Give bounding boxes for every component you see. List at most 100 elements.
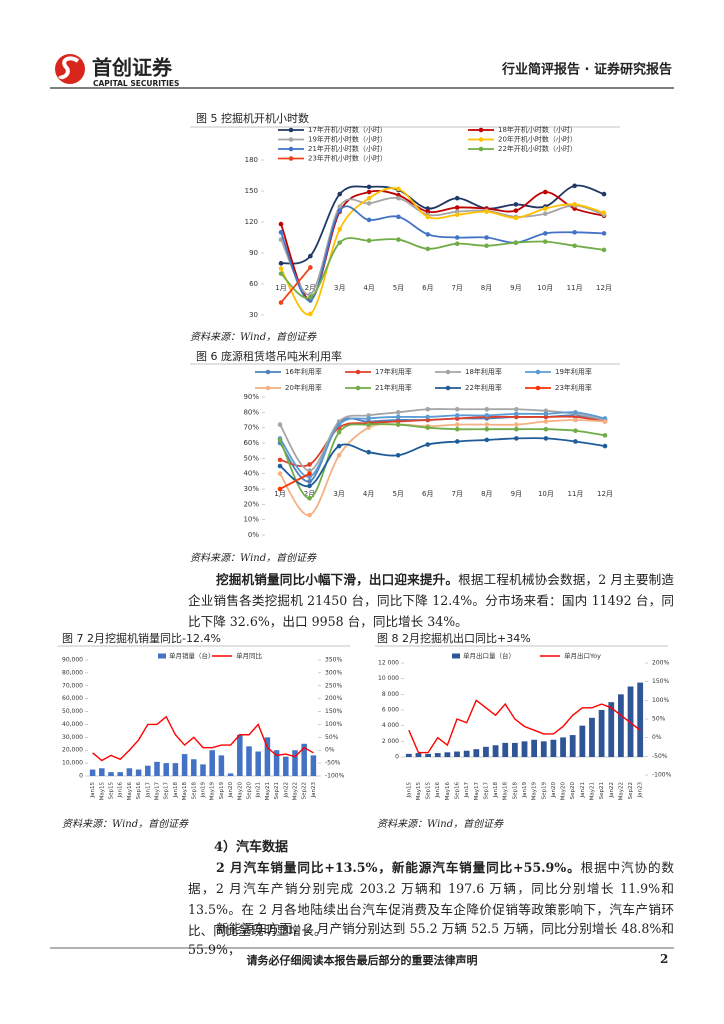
bar [209, 750, 215, 776]
x-tick-label: May21 [265, 782, 271, 800]
x-tick-label: Sep22 [302, 782, 308, 799]
legend-marker [288, 127, 294, 133]
legend-label: 19年利用率 [555, 367, 592, 376]
legend-marker [265, 385, 271, 391]
point [366, 422, 371, 427]
bar [117, 772, 123, 776]
x-tick-label: 11月 [567, 490, 583, 498]
y-tick-label: 70% [243, 424, 259, 432]
paragraph-text: 新能源车方面，2 月产销分别达到 55.2 万辆 52.5 万辆，同比分别增长 … [188, 921, 674, 957]
point [601, 191, 607, 197]
y-tick-label: 60,000 [62, 695, 83, 702]
series-line [280, 184, 605, 265]
x-tick-label: 9月 [510, 284, 521, 292]
paragraph: 挖掘机销量同比小幅下滑，出口迎来提升。根据工程机械协会数据，2 月主要制造企业销… [188, 569, 674, 632]
point [395, 410, 401, 415]
bar [569, 735, 576, 757]
bar [511, 742, 518, 757]
x-tick-label: Jan23 [311, 782, 317, 799]
bar [126, 768, 133, 776]
y2-tick-label: 150% [652, 678, 669, 685]
paragraph-text: 根据工程机械协会数据，2 月主要制造企业销售各类挖掘机 21450 台，同比下降… [188, 572, 674, 629]
x-tick-label: May17 [474, 782, 480, 801]
point [454, 439, 460, 444]
point [425, 425, 431, 430]
point [366, 416, 371, 421]
series-line [279, 411, 606, 478]
bar [531, 739, 538, 757]
paragraph: 新能源车方面，2 月产销分别达到 55.2 万辆 52.5 万辆，同比分别增长 … [188, 918, 674, 960]
point [337, 226, 343, 232]
point [572, 183, 577, 189]
x-tick-label: Sep22 [628, 782, 634, 799]
y-tick-label: 30,000 [62, 734, 83, 741]
y-tick-label: 40,000 [62, 721, 83, 728]
figure-source: 资料来源：Wind，首创证券 [190, 332, 317, 343]
section-heading: 4）汽车数据 [214, 840, 289, 855]
bar [181, 754, 188, 776]
legend-label: 20年开机小时数（小时） [498, 135, 577, 144]
point [277, 486, 283, 492]
y2-tick-label: -100% [325, 773, 345, 780]
point [484, 243, 489, 249]
bar [108, 772, 114, 776]
bar [579, 725, 586, 757]
paragraph-lead: 挖掘机销量同比小幅下滑，出口迎来提升。 [216, 572, 459, 587]
point [366, 217, 372, 223]
figure-caption: 图 6 庞源租赁塔吊吨米利用率 [196, 350, 342, 363]
point [513, 240, 519, 245]
y2-tick-label: 300% [325, 669, 342, 676]
bar [550, 739, 557, 757]
point [543, 411, 549, 417]
x-tick-label: May20 [561, 782, 567, 801]
bar [89, 769, 96, 776]
legend-marker [535, 385, 541, 391]
figure-caption: 图 8 2月挖掘机出口同比+34% [377, 632, 531, 645]
y-tick-label: 60 [249, 280, 258, 288]
x-tick-label: May18 [503, 782, 509, 801]
bar [425, 753, 431, 757]
x-tick-label: Sep21 [274, 782, 280, 799]
y-tick-label: 20,000 [62, 747, 83, 754]
point [337, 240, 343, 245]
point [395, 422, 401, 427]
point [454, 205, 460, 210]
x-tick-label: Jan19 [522, 782, 528, 799]
series-line [279, 437, 606, 488]
y-tick-label: 70,000 [62, 682, 83, 689]
x-tick-label: May16 [127, 782, 133, 801]
point [542, 189, 548, 195]
x-tick-label: Jan19 [201, 782, 207, 799]
bar [618, 694, 624, 757]
y2-tick-label: 200% [652, 660, 669, 667]
point [602, 419, 608, 424]
point [572, 202, 577, 207]
x-tick-label: 7月 [451, 284, 462, 292]
x-tick-label: Jan16 [435, 782, 441, 799]
series-line [279, 419, 606, 516]
bar [502, 742, 509, 757]
point [542, 211, 548, 217]
legend-label: 单月销量（台） [169, 651, 215, 660]
x-tick-label: Jan15 [406, 782, 412, 799]
series-line [280, 187, 605, 316]
bar [255, 751, 261, 776]
point [425, 214, 431, 220]
legend-label: 21年利用率 [375, 383, 412, 392]
point [514, 406, 519, 412]
figure-source: 资料来源：Wind，首创证券 [377, 819, 504, 830]
point [395, 452, 401, 458]
paragraph: 2 月汽车销量同比+13.5%，新能源汽车销量同比+55.9%。根据中汽协的数据… [188, 857, 674, 941]
bar [227, 773, 234, 776]
legend-swatch [452, 653, 460, 659]
x-tick-label: May18 [182, 782, 188, 801]
point [573, 410, 578, 415]
legend-marker [355, 369, 361, 375]
x-tick-label: 10月 [537, 284, 553, 292]
point [366, 238, 372, 243]
x-tick-label: May15 [99, 782, 105, 801]
point [425, 232, 431, 237]
logo-mark [58, 56, 80, 80]
